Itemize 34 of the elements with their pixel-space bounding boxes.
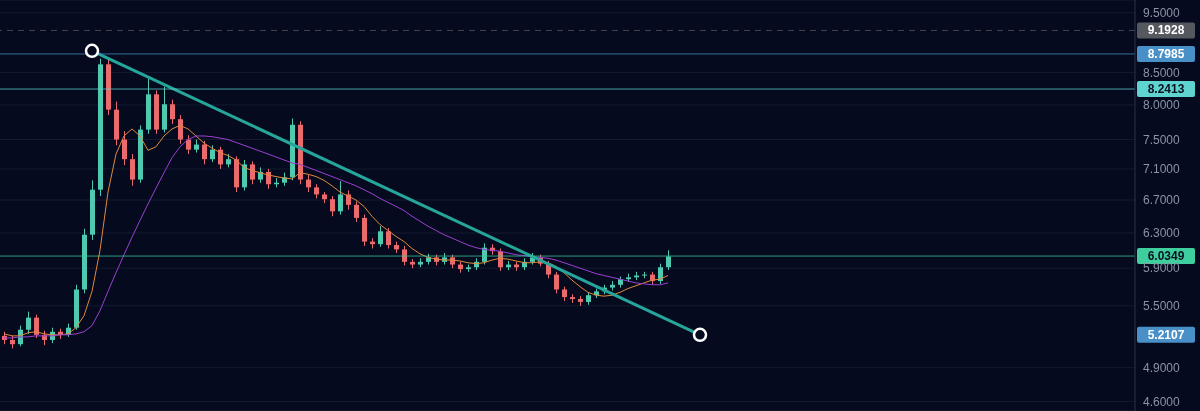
y-tick-label: 5.9000 [1143,261,1181,276]
y-tick-label: 4.9000 [1143,360,1181,375]
y-tick-label: 5.5000 [1143,299,1181,314]
text: 5.2107 [1147,327,1185,342]
y-tick-label: 9.5000 [1143,6,1181,21]
candlestick [338,180,343,216]
candlestick [122,130,127,166]
candlestick [378,225,383,248]
ref-line-label: 8.2413 [1147,82,1185,97]
y-tick-label: 8.5000 [1143,65,1181,80]
candlestick [202,140,207,165]
candlestick [170,99,175,125]
ref-line-label: 6.0349 [1147,249,1185,264]
y-tick-label: 6.7000 [1143,193,1181,208]
y-tick-label: 4.6000 [1143,394,1181,409]
y-tick-label: 7.1000 [1143,162,1181,177]
y-tick-label: 6.3000 [1143,226,1181,241]
candlestick [362,214,367,247]
ref-line-label: 9.1928 [1147,23,1185,38]
candlestick [386,227,391,250]
candlestick [242,159,247,191]
candlestick [26,311,31,335]
candlestick [354,201,359,223]
candlestick [178,114,183,145]
ref-line-label: 8.7985 [1147,46,1185,61]
candlestick [186,134,191,155]
candlestick [330,195,335,217]
candlestick [346,189,351,211]
candlestick [130,153,135,187]
candlestick [250,160,255,185]
y-tick-label: 8.0000 [1143,98,1181,113]
y-tick-label: 7.5000 [1143,132,1181,147]
candlestick [666,249,671,271]
candlestick [554,271,559,294]
